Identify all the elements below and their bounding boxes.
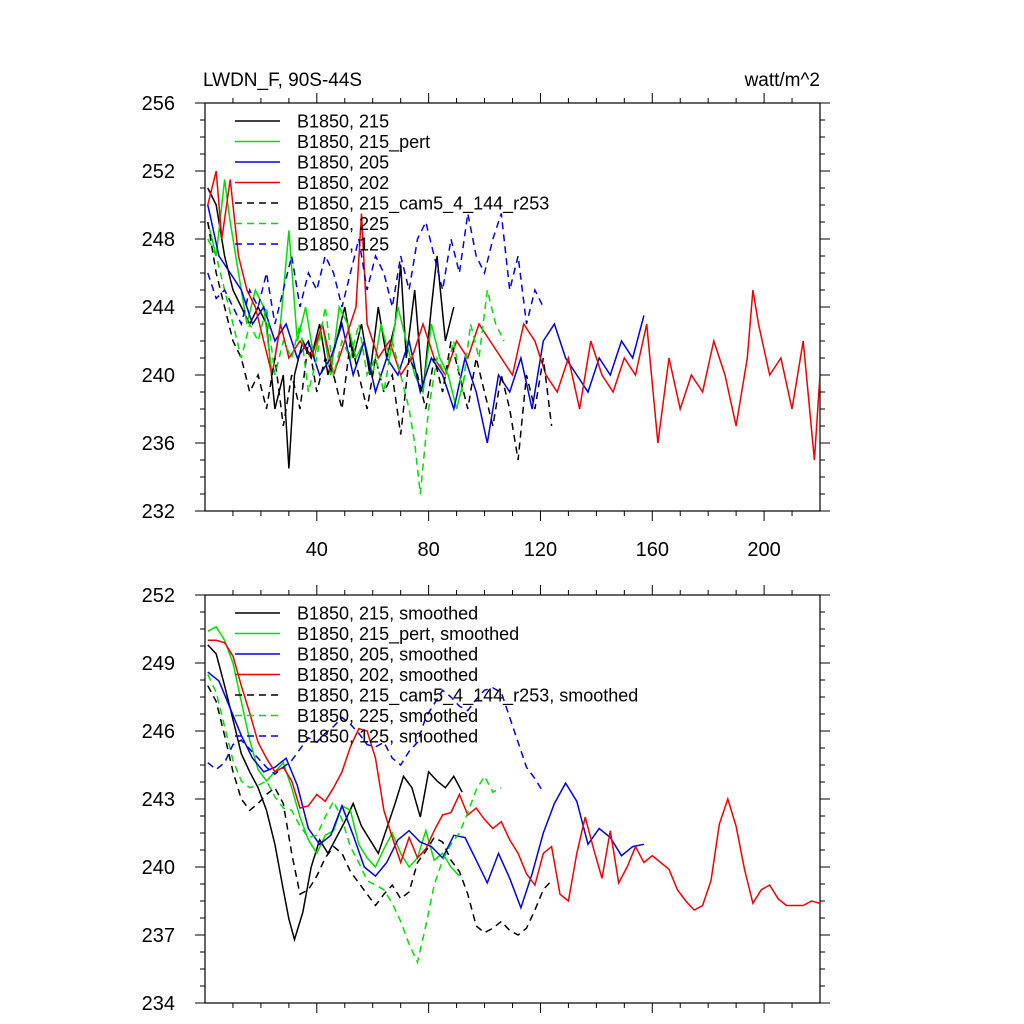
legend-label-0-1: B1850, 215_pert bbox=[297, 132, 430, 153]
legend-label-1-5: B1850, 225, smoothed bbox=[297, 706, 478, 726]
y-tick-label-0-1: 236 bbox=[142, 433, 175, 455]
series-line-0-3 bbox=[207, 170, 820, 461]
legend-label-0-5: B1850, 225 bbox=[297, 214, 389, 234]
y-tick-label-0-3: 244 bbox=[142, 297, 175, 319]
legend-label-1-6: B1850, 125, smoothed bbox=[297, 727, 478, 747]
legend-label-1-4: B1850, 215_cam5_4_144_r253, smoothed bbox=[297, 686, 638, 707]
series-group-1 bbox=[207, 625, 820, 965]
legend-label-0-0: B1850, 215 bbox=[297, 112, 389, 132]
y-tick-label-0-5: 252 bbox=[142, 161, 175, 183]
series-line-0-2 bbox=[207, 204, 645, 444]
y-tick-label-1-3: 243 bbox=[142, 789, 175, 811]
y-tick-label-1-1: 237 bbox=[142, 925, 175, 947]
series-line-1-5 bbox=[207, 673, 502, 965]
x-tick-label-0-2: 120 bbox=[524, 539, 557, 561]
series-line-1-2 bbox=[207, 671, 645, 911]
series-line-0-4 bbox=[207, 221, 553, 461]
legend-label-1-3: B1850, 202, smoothed bbox=[297, 665, 478, 685]
x-tick-label-0-4: 200 bbox=[747, 539, 780, 561]
y-tick-label-0-2: 240 bbox=[142, 365, 175, 387]
chart-title: LWDN_F, 90S-44S bbox=[203, 70, 362, 91]
x-tick-label-0-1: 80 bbox=[418, 539, 440, 561]
top-plot: 232 236 240 244 248 252 256 40 80 120 160 200 B1850,… bbox=[142, 93, 830, 561]
bottom-plot: 234 237 240 243 246 249 252 B1850, 215, smoothe… bbox=[142, 585, 830, 1015]
legend-label-0-4: B1850, 215_cam5_4_144_r253 bbox=[297, 194, 549, 215]
y-tick-label-1-0: 234 bbox=[142, 993, 175, 1015]
legend-label-0-3: B1850, 202 bbox=[297, 173, 389, 193]
x-tick-label-0-0: 40 bbox=[306, 539, 328, 561]
y-tick-label-1-2: 240 bbox=[142, 857, 175, 879]
series-line-1-0 bbox=[207, 644, 463, 943]
series-line-1-6 bbox=[207, 687, 544, 793]
y-tick-label-0-0: 232 bbox=[142, 501, 175, 523]
legend-label-0-6: B1850, 125 bbox=[297, 235, 389, 255]
series-line-1-3 bbox=[207, 639, 820, 912]
legend-label-1-1: B1850, 215_pert, smoothed bbox=[297, 624, 519, 645]
series-line-0-6 bbox=[207, 213, 544, 327]
series-group-0 bbox=[207, 170, 820, 495]
y-tick-label-1-6: 252 bbox=[142, 585, 175, 607]
y-tick-label-1-4: 246 bbox=[142, 721, 175, 743]
y-tick-label-0-4: 248 bbox=[142, 229, 175, 251]
x-tick-label-0-3: 160 bbox=[636, 539, 669, 561]
legend-label-0-2: B1850, 205 bbox=[297, 153, 389, 173]
legend-label-1-0: B1850, 215, smoothed bbox=[297, 604, 478, 624]
y-tick-label-0-6: 256 bbox=[142, 93, 175, 115]
y-tick-label-1-5: 249 bbox=[142, 653, 175, 675]
chart-units: watt/m^2 bbox=[744, 70, 820, 91]
legend-label-1-2: B1850, 205, smoothed bbox=[297, 645, 478, 665]
